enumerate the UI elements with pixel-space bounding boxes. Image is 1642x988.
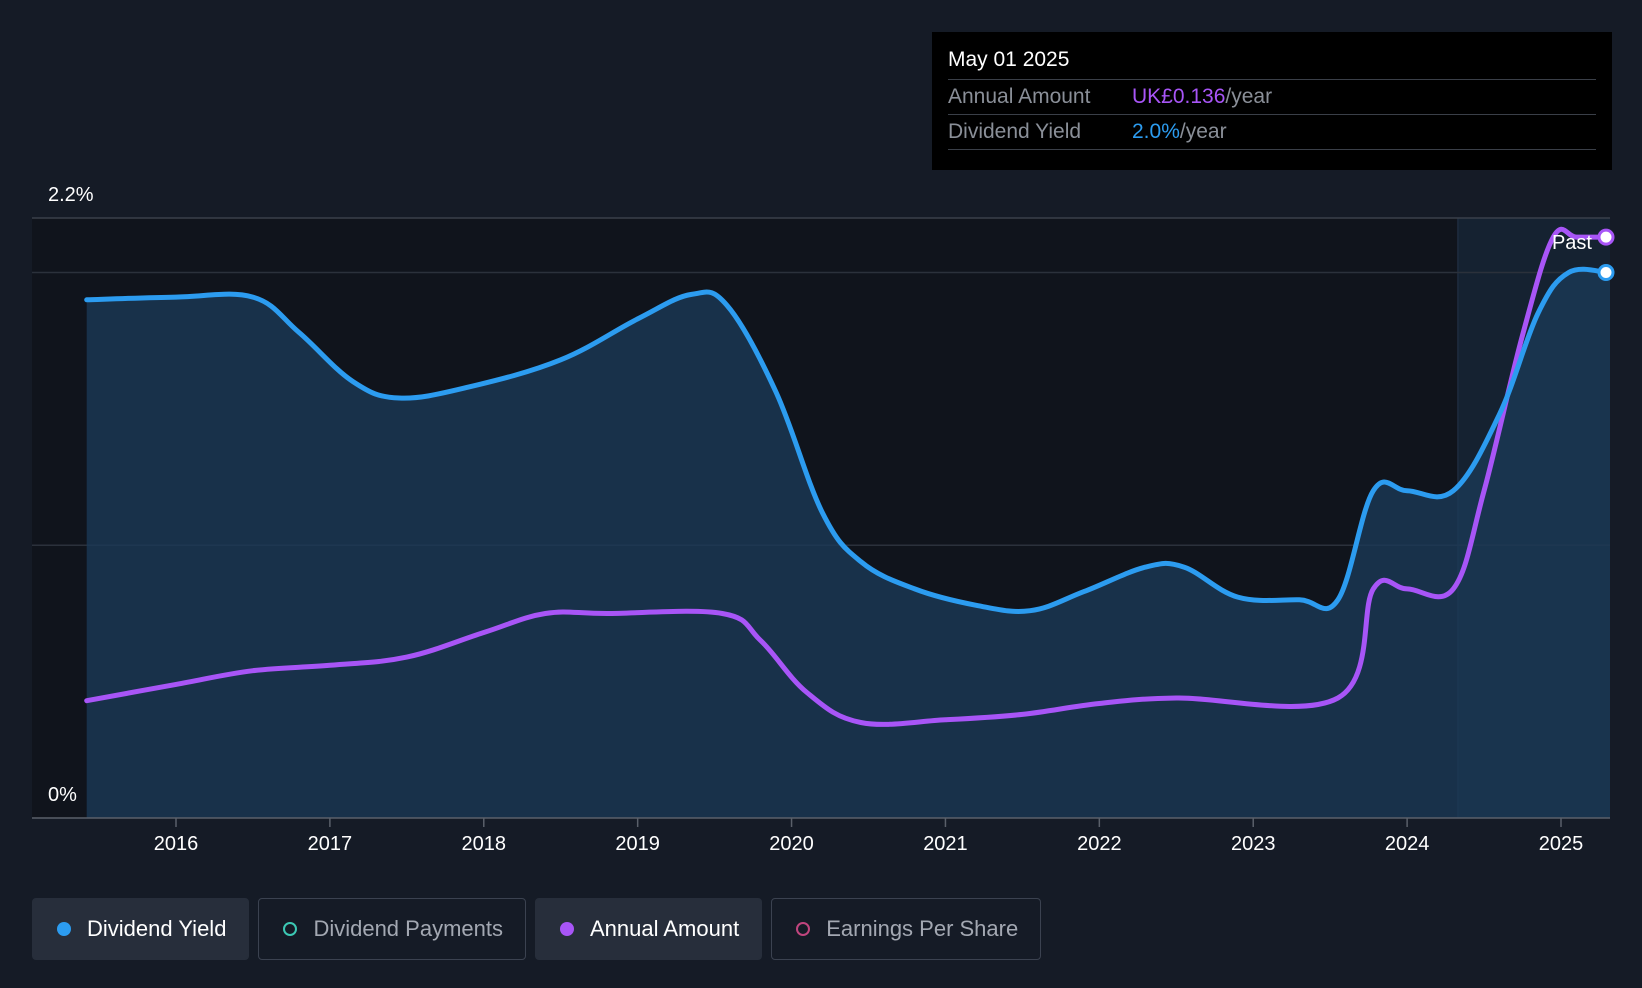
x-axis: 2016 2017 2018 2019 2020 2021 2022 2023 2024 2025 bbox=[32, 817, 1610, 855]
y-tick-label-min: 0% bbox=[48, 784, 77, 806]
tooltip-unit: /year bbox=[1225, 85, 1273, 108]
x-tick-label: 2025 bbox=[1539, 833, 1584, 855]
dividend_yield-area bbox=[86, 269, 1611, 818]
annual_amount-line bbox=[84, 226, 1610, 727]
chart-legend: Dividend Yield Dividend Payments Annual … bbox=[32, 898, 1042, 960]
legend-ring-icon bbox=[283, 922, 298, 936]
legend-ring-icon bbox=[796, 922, 811, 936]
legend-label: Dividend Payments bbox=[313, 916, 503, 941]
legend-dividend-payments[interactable]: Dividend Payments bbox=[258, 898, 526, 960]
tooltip-key: Annual Amount bbox=[948, 85, 1091, 108]
tooltip-date: May 01 2025 bbox=[948, 46, 1596, 80]
dividend_yield-end-marker[interactable] bbox=[1597, 264, 1615, 282]
series-layer bbox=[84, 226, 1615, 818]
legend-label: Earnings Per Share bbox=[826, 916, 1019, 941]
annual_amount-end-marker[interactable] bbox=[1597, 228, 1615, 246]
hover-tooltip: May 01 2025 Annual Amount UK£0.136 /year… bbox=[932, 32, 1612, 170]
legend-dot-icon bbox=[559, 922, 574, 936]
x-tick-label: 2017 bbox=[308, 833, 353, 855]
tooltip-row-dividend-yield: Dividend Yield 2.0% /year bbox=[948, 115, 1596, 150]
x-tick-label: 2020 bbox=[769, 833, 814, 855]
tooltip-value: UK£0.136 /year bbox=[1132, 80, 1272, 114]
legend-label: Annual Amount bbox=[589, 916, 740, 941]
legend-annual-amount[interactable]: Annual Amount bbox=[534, 898, 763, 960]
legend-label: Dividend Yield bbox=[87, 916, 227, 941]
x-tick-label: 2022 bbox=[1077, 833, 1122, 855]
dividend_yield-line bbox=[84, 266, 1610, 614]
tooltip-amount-value: UK£0.136 bbox=[1132, 85, 1226, 108]
tooltip-unit: /year bbox=[1179, 120, 1227, 143]
past-label: Past bbox=[1552, 232, 1592, 254]
tooltip-value: 2.0% /year bbox=[1132, 115, 1227, 149]
legend-dot-icon bbox=[57, 922, 71, 936]
x-tick-label: 2019 bbox=[615, 833, 660, 855]
legend-dividend-yield[interactable]: Dividend Yield bbox=[32, 898, 250, 960]
tooltip-yield-value: 2.0% bbox=[1132, 120, 1180, 143]
x-tick-label: 2016 bbox=[154, 833, 199, 855]
x-tick-label: 2024 bbox=[1385, 833, 1430, 855]
legend-earnings-per-share[interactable]: Earnings Per Share bbox=[771, 898, 1042, 960]
y-tick-label-max: 2.2% bbox=[48, 184, 94, 206]
tooltip-row-annual-amount: Annual Amount UK£0.136 /year bbox=[948, 80, 1596, 115]
x-tick-label: 2018 bbox=[462, 833, 507, 855]
x-tick-label: 2021 bbox=[923, 833, 968, 855]
x-tick-label: 2023 bbox=[1231, 833, 1276, 855]
tooltip-key: Dividend Yield bbox=[948, 120, 1082, 143]
